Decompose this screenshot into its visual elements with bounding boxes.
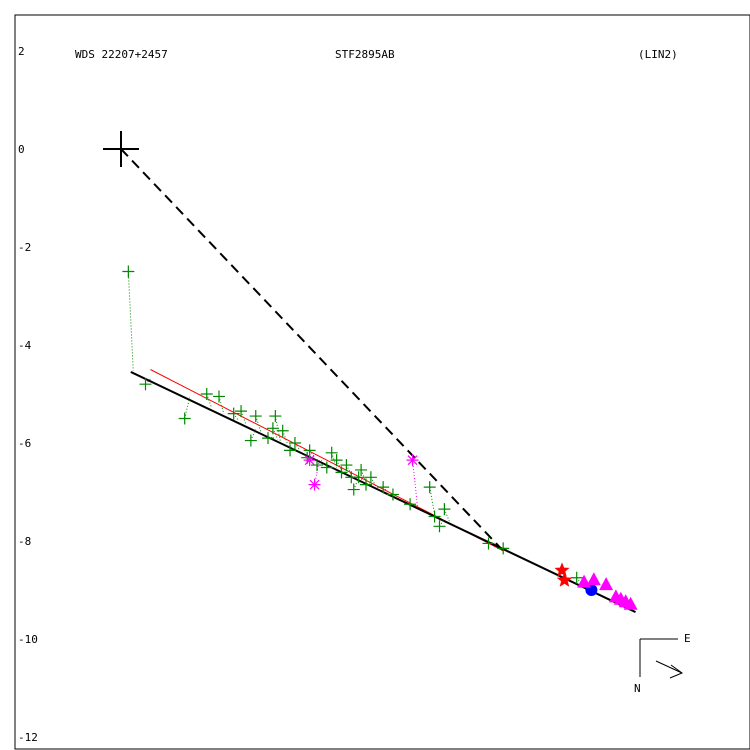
y-tick-label: -6 — [18, 437, 31, 450]
residual-connector — [429, 487, 436, 515]
triangle-point — [586, 572, 601, 586]
plus-point — [570, 571, 583, 584]
compass: E N — [634, 632, 691, 695]
plus-point — [178, 412, 191, 425]
y-tick-label: 2 — [18, 45, 25, 58]
y-tick-label: 0 — [18, 143, 25, 156]
residual-connector — [314, 459, 320, 485]
residual-connector — [336, 459, 342, 471]
residual-connector — [382, 486, 389, 493]
triangle-point — [599, 577, 614, 591]
triangle-point — [623, 596, 638, 610]
residual-connector — [145, 378, 151, 385]
plus-point — [200, 388, 213, 400]
plus-point — [284, 444, 297, 457]
plus-point — [276, 424, 289, 437]
plus-point — [139, 378, 152, 391]
residual-connector — [443, 508, 450, 522]
plus-point — [428, 510, 441, 523]
plus-point — [325, 446, 338, 459]
plus-point — [423, 481, 436, 494]
plus-point — [404, 498, 417, 511]
residual-connector — [218, 396, 225, 415]
fit-label: (LIN2) — [638, 48, 678, 61]
plus-point — [386, 488, 399, 501]
orbit-lines — [103, 131, 636, 613]
star-point — [556, 572, 573, 587]
plus-point — [266, 422, 279, 435]
y-tick-label: -2 — [18, 241, 31, 254]
plus-point — [244, 434, 257, 447]
plus-point — [269, 410, 282, 423]
plus-point — [262, 432, 274, 445]
residual-connector — [345, 464, 352, 475]
compass-east-label: E — [684, 632, 691, 645]
plus-point — [122, 265, 135, 278]
residual-connector — [127, 271, 134, 371]
disc-label: STF2895AB — [335, 48, 395, 61]
residual-connector — [250, 428, 257, 441]
plus-point — [320, 461, 333, 474]
plus-point — [364, 471, 377, 484]
primary-to-periastron-dashed-line — [120, 148, 504, 552]
residual-connector — [272, 428, 279, 440]
residual-connector — [206, 393, 213, 409]
plus-point — [213, 390, 225, 403]
residual-connector — [412, 460, 418, 507]
plus-point — [438, 503, 451, 516]
residual-connector — [316, 460, 323, 466]
plus-point — [249, 410, 262, 423]
plot-frame — [14, 14, 750, 750]
star-point — [554, 562, 570, 577]
plus-point — [288, 437, 301, 449]
plus-point — [355, 463, 368, 476]
y-tick-label: -8 — [18, 535, 31, 548]
residual-connector — [184, 397, 191, 419]
triangle-point — [577, 574, 592, 588]
y-tick-label: -12 — [18, 731, 38, 744]
y-tick-label: -4 — [18, 339, 32, 352]
plus-point — [227, 407, 240, 420]
plus-point — [360, 478, 372, 491]
residual-connector — [360, 469, 367, 482]
residual-connector — [353, 477, 360, 490]
y-tick-labels: 2 0 -2 -4 -6 -8 -10 -12 — [18, 45, 38, 744]
observation-points — [122, 265, 638, 610]
asterisk-point — [406, 454, 419, 467]
plus-point — [335, 466, 348, 479]
motion-arrowhead-icon — [669, 664, 684, 679]
wds-label: WDS 22207+2457 — [75, 48, 168, 61]
plus-point — [433, 520, 446, 533]
plus-point — [352, 471, 365, 484]
plus-point — [330, 454, 343, 467]
plus-point — [347, 483, 360, 496]
plus-point — [482, 537, 495, 550]
compass-north-label: N — [634, 682, 641, 695]
plus-point — [377, 481, 390, 494]
asterisk-point — [308, 478, 321, 491]
plus-point — [235, 405, 248, 418]
plus-point — [497, 542, 510, 555]
residual-connector — [331, 452, 338, 468]
asterisk-point — [303, 454, 316, 467]
plus-point — [311, 459, 323, 472]
plus-point — [340, 459, 353, 472]
motion-arrow-icon — [655, 660, 683, 674]
y-tick-label: -10 — [18, 633, 38, 646]
